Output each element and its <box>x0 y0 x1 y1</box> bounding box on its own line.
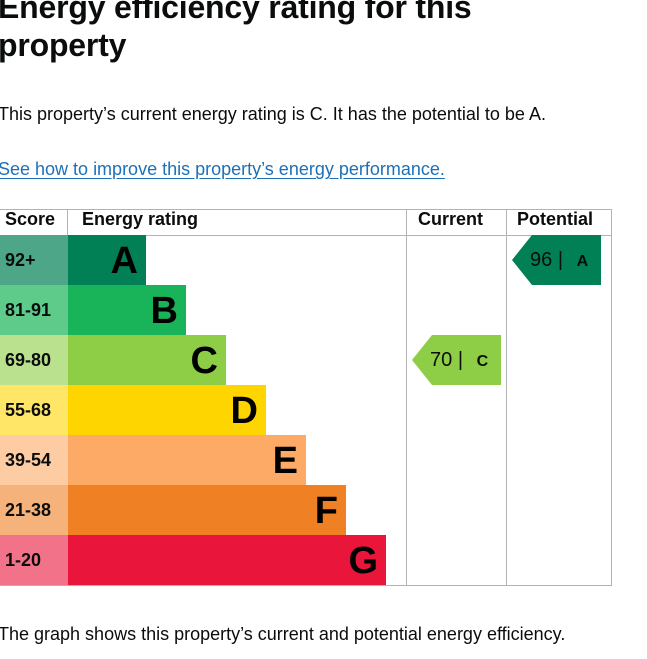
potential-column-divider <box>506 209 507 586</box>
score-cell-g: 1-20 <box>0 535 68 585</box>
energy-rating-chart: Score Energy rating Current Potential 92… <box>0 209 612 586</box>
page-title: Energy efficiency rating for this proper… <box>0 0 472 63</box>
potential-separator: | <box>557 249 564 271</box>
potential-band: A <box>576 253 589 270</box>
current-column-divider <box>406 209 407 586</box>
rating-letter-b: B <box>150 290 178 332</box>
score-cell-f: 21-38 <box>0 485 68 535</box>
current-rating-arrow: 70 | C <box>412 335 501 385</box>
rating-letter-a: A <box>110 240 138 282</box>
rating-letter-c: C <box>190 340 218 382</box>
score-column-header: Score <box>5 209 56 229</box>
current-separator: | <box>457 349 464 371</box>
score-cell-e: 39-54 <box>0 435 68 485</box>
chart-top-border <box>0 209 612 210</box>
rating-bar-d: D <box>68 385 266 435</box>
rating-letter-f: F <box>314 490 338 532</box>
chart-right-border <box>611 209 612 586</box>
rating-letter-g: G <box>348 540 378 582</box>
current-score: 70 <box>430 349 453 371</box>
rating-bar-f: F <box>68 485 346 535</box>
current-band: C <box>476 353 489 370</box>
rating-letter-d: D <box>230 390 258 432</box>
current-arrow-label: 70 | C <box>430 335 488 387</box>
rating-bar-e: E <box>68 435 306 485</box>
rating-bar-b: B <box>68 285 186 335</box>
rating-bar-a: A <box>68 235 146 285</box>
score-cell-c: 69-80 <box>0 335 68 385</box>
potential-arrow-shape <box>512 235 601 285</box>
score-cell-a: 92+ <box>0 235 68 285</box>
current-arrow-shape <box>412 335 501 385</box>
header-divider <box>0 235 612 236</box>
energy-rating-column-header: Energy rating <box>82 209 199 229</box>
rating-bar-c: C <box>68 335 226 385</box>
intro-text: This property’s current energy rating is… <box>0 104 546 124</box>
potential-column-header: Potential <box>517 209 594 229</box>
potential-arrow-label: 96 | A <box>530 235 588 287</box>
rating-bar-g: G <box>68 535 386 585</box>
current-column-header: Current <box>418 209 484 229</box>
score-cell-b: 81-91 <box>0 285 68 335</box>
improve-performance-link[interactable]: See how to improve this property’s energ… <box>0 159 445 179</box>
rating-letter-e: E <box>272 440 298 482</box>
chart-bottom-border <box>0 585 612 586</box>
potential-rating-arrow: 96 | A <box>512 235 601 285</box>
graph-description: The graph shows this property’s current … <box>0 624 566 644</box>
score-cell-d: 55-68 <box>0 385 68 435</box>
score-column-divider <box>67 209 68 236</box>
potential-score: 96 <box>530 249 553 271</box>
